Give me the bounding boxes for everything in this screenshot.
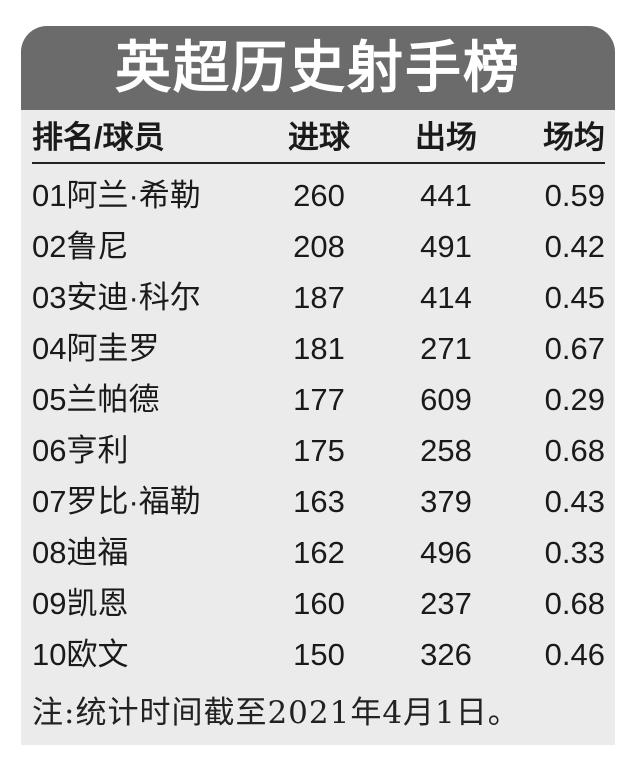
cell-player: 02鲁尼 [32,229,129,264]
cell-player: 04阿圭罗 [32,331,160,366]
cell-goals: 177 [293,382,345,417]
header-appearances: 出场 [415,120,477,155]
cell-player: 06亨利 [32,433,129,468]
table-row: 01阿兰·希勒 260 441 0.59 [32,170,605,221]
cell-player: 09凯恩 [32,586,129,621]
cell-goals: 162 [293,535,345,570]
table-row: 05兰帕德 177 609 0.29 [32,374,605,425]
table-header: 排名/球员 进球 出场 场均 [32,114,605,164]
table-row: 04阿圭罗 181 271 0.67 [32,323,605,374]
cell-goals: 181 [293,331,345,366]
scorers-table-card: 英超历史射手榜 排名/球员 进球 出场 场均 01阿兰·希勒 260 441 0.59… [21,26,615,745]
cell-appearances: 441 [420,178,472,213]
cell-average: 0.45 [544,280,605,315]
cell-appearances: 271 [420,331,472,366]
cell-average: 0.42 [544,229,605,264]
table-row: 09凯恩 160 237 0.68 [32,578,605,629]
cell-player: 03安迪·科尔 [32,280,201,315]
table-row: 07罗比·福勒 163 379 0.43 [32,476,605,527]
table-row: 10欧文 150 326 0.46 [32,629,605,680]
cell-appearances: 496 [420,535,472,570]
cell-goals: 150 [293,637,345,672]
header-player: 排名/球员 [32,120,165,155]
cell-appearances: 379 [420,484,472,519]
header-average: 场均 [543,120,605,155]
cell-average: 0.68 [544,586,605,621]
cell-goals: 208 [293,229,345,264]
cell-player: 08迪福 [32,535,129,570]
table-row: 03安迪·科尔 187 414 0.45 [32,272,605,323]
table-row: 06亨利 175 258 0.68 [32,425,605,476]
table-title: 英超历史射手榜 [21,26,615,110]
cell-appearances: 237 [420,586,472,621]
cell-player: 10欧文 [32,637,129,672]
cell-average: 0.68 [544,433,605,468]
cell-player: 07罗比·福勒 [32,484,201,519]
cell-goals: 187 [293,280,345,315]
cell-average: 0.46 [544,637,605,672]
cell-appearances: 414 [420,280,472,315]
footnote: 注:统计时间截至2021年4月1日。 [32,695,520,731]
cell-appearances: 491 [420,229,472,264]
table-row: 08迪福 162 496 0.33 [32,527,605,578]
cell-goals: 175 [293,433,345,468]
header-goals: 进球 [288,120,350,155]
cell-average: 0.43 [544,484,605,519]
cell-player: 01阿兰·希勒 [32,178,201,213]
cell-appearances: 609 [420,382,472,417]
cell-average: 0.29 [544,382,605,417]
cell-average: 0.33 [544,535,605,570]
table-row: 02鲁尼 208 491 0.42 [32,221,605,272]
cell-goals: 260 [293,178,345,213]
cell-player: 05兰帕德 [32,382,160,417]
cell-appearances: 258 [420,433,472,468]
cell-goals: 160 [293,586,345,621]
cell-average: 0.59 [544,178,605,213]
cell-goals: 163 [293,484,345,519]
cell-average: 0.67 [544,331,605,366]
cell-appearances: 326 [420,637,472,672]
